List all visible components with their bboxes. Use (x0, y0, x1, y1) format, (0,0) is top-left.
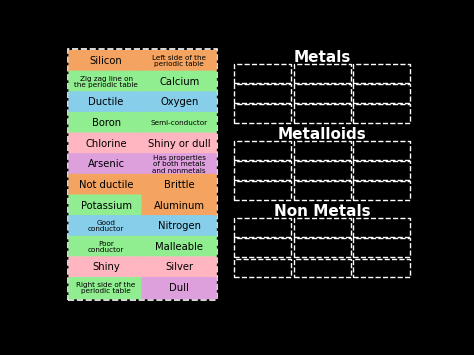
Text: Has properties
of both metals
and nonmetals: Has properties of both metals and nonmet… (152, 155, 206, 174)
Bar (293, 84, 351, 103)
FancyBboxPatch shape (142, 215, 217, 237)
Text: Shiny or dull: Shiny or dull (148, 139, 210, 149)
Bar (234, 218, 291, 237)
Bar (354, 104, 410, 123)
FancyBboxPatch shape (142, 153, 217, 175)
Bar (293, 238, 351, 257)
Bar (354, 181, 410, 200)
Bar (234, 104, 291, 123)
Text: Silicon: Silicon (90, 56, 122, 66)
Text: Right side of the
periodic table: Right side of the periodic table (76, 282, 136, 294)
Bar (354, 141, 410, 160)
Text: Metals: Metals (293, 50, 351, 65)
FancyBboxPatch shape (68, 153, 144, 175)
FancyBboxPatch shape (68, 256, 144, 279)
Text: Arsenic: Arsenic (88, 159, 125, 169)
Bar (234, 161, 291, 180)
FancyBboxPatch shape (68, 112, 144, 134)
FancyBboxPatch shape (142, 132, 217, 155)
Text: Aluminum: Aluminum (154, 201, 205, 211)
Text: Shiny: Shiny (92, 262, 120, 273)
Bar (293, 218, 351, 237)
Bar (293, 141, 351, 160)
Bar (293, 161, 351, 180)
Text: Semi-conductor: Semi-conductor (151, 120, 208, 126)
Text: Boron: Boron (91, 118, 121, 128)
Text: Metalloids: Metalloids (278, 127, 366, 142)
FancyBboxPatch shape (142, 50, 217, 72)
Text: Not ductile: Not ductile (79, 180, 133, 190)
Text: Left side of the
periodic table: Left side of the periodic table (152, 55, 206, 67)
Bar (234, 258, 291, 277)
FancyBboxPatch shape (68, 195, 144, 217)
Bar (68, 49, 217, 300)
FancyBboxPatch shape (142, 195, 217, 217)
Bar (234, 84, 291, 103)
Bar (234, 141, 291, 160)
Bar (354, 161, 410, 180)
Bar (234, 64, 291, 82)
FancyBboxPatch shape (68, 174, 144, 196)
Text: Brittle: Brittle (164, 180, 194, 190)
Bar (293, 104, 351, 123)
FancyBboxPatch shape (142, 112, 217, 134)
Text: Nitrogen: Nitrogen (158, 221, 201, 231)
FancyBboxPatch shape (142, 277, 217, 299)
FancyBboxPatch shape (68, 71, 144, 93)
Text: Dull: Dull (169, 283, 189, 293)
Text: Calcium: Calcium (159, 77, 199, 87)
Bar (354, 258, 410, 277)
FancyBboxPatch shape (68, 236, 144, 258)
Bar (234, 181, 291, 200)
Text: Non Metals: Non Metals (274, 204, 370, 219)
FancyBboxPatch shape (142, 236, 217, 258)
FancyBboxPatch shape (68, 91, 144, 114)
FancyBboxPatch shape (142, 71, 217, 93)
FancyBboxPatch shape (142, 91, 217, 114)
Text: Good
conductor: Good conductor (88, 220, 124, 233)
Text: Malleable: Malleable (155, 242, 203, 252)
Bar (234, 238, 291, 257)
Bar (293, 64, 351, 82)
FancyBboxPatch shape (68, 215, 144, 237)
Bar (354, 84, 410, 103)
Text: Zig zag line on
the periodic table: Zig zag line on the periodic table (74, 76, 138, 88)
FancyBboxPatch shape (68, 132, 144, 155)
Text: Ductile: Ductile (88, 97, 124, 108)
Text: Silver: Silver (165, 262, 193, 273)
Bar (293, 181, 351, 200)
Bar (354, 238, 410, 257)
Text: Chlorine: Chlorine (85, 139, 127, 149)
FancyBboxPatch shape (142, 174, 217, 196)
Bar (354, 64, 410, 82)
Text: Potassium: Potassium (81, 201, 132, 211)
FancyBboxPatch shape (68, 277, 144, 299)
Text: Oxygen: Oxygen (160, 97, 199, 108)
FancyBboxPatch shape (68, 50, 144, 72)
Text: Poor
conductor: Poor conductor (88, 241, 124, 253)
Bar (293, 258, 351, 277)
Bar (354, 218, 410, 237)
FancyBboxPatch shape (142, 256, 217, 279)
